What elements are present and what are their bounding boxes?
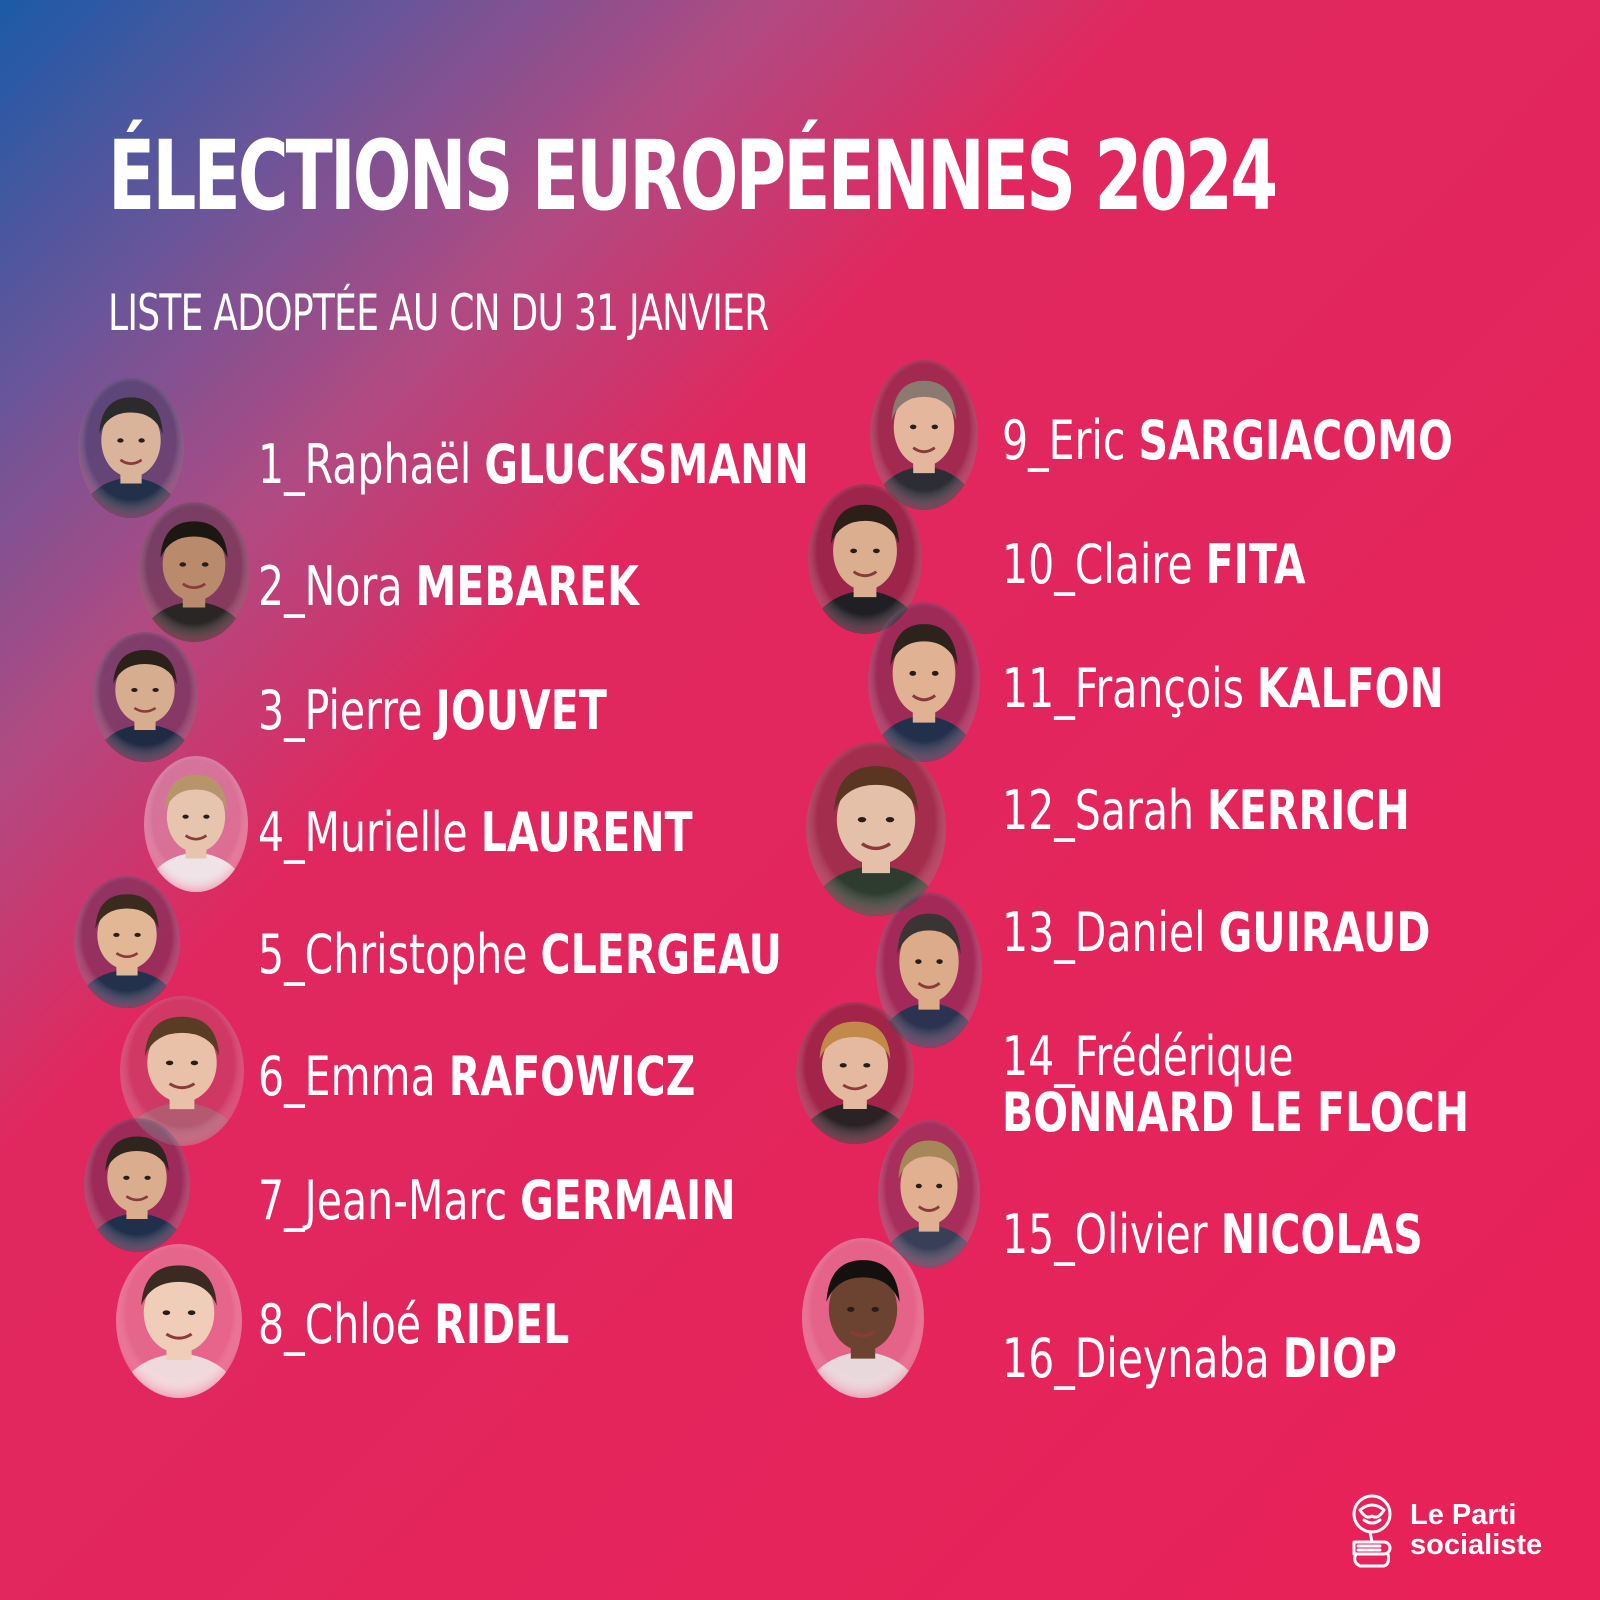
- candidate-photo-4: [144, 756, 248, 892]
- candidate-photo-3: [92, 632, 198, 762]
- party-logo: Le Parti socialiste: [1340, 1490, 1560, 1570]
- candidate-photo-1: [78, 378, 184, 518]
- logo-line-1: Le Parti: [1410, 1499, 1517, 1531]
- candidate-photo-12: [806, 742, 946, 916]
- candidate-photo-8: [116, 1244, 242, 1398]
- rose-fist-icon: [1340, 1490, 1404, 1570]
- candidate-photo-5: [74, 876, 180, 1008]
- candidate-10: 10_Claire FITA: [1002, 533, 1306, 596]
- candidate-11: 11_François KALFON: [1002, 657, 1444, 720]
- candidate-photo-15: [878, 1120, 980, 1268]
- candidate-16: 16_Dieynaba DIOP: [1002, 1327, 1398, 1390]
- candidate-5: 5_Christophe CLERGEAU: [258, 923, 782, 986]
- candidate-6: 6_Emma RAFOWICZ: [258, 1045, 696, 1108]
- candidate-14-lastname: BONNARD LE FLOCH: [1002, 1081, 1470, 1144]
- page-title: ÉLECTIONS EUROPÉENNES 2024: [108, 120, 1278, 232]
- candidate-4: 4_Murielle LAURENT: [258, 801, 693, 864]
- candidate-3: 3_Pierre JOUVET: [258, 679, 607, 742]
- candidate-photo-14: [796, 1002, 914, 1144]
- candidate-8: 8_Chloé RIDEL: [258, 1293, 570, 1356]
- candidate-photo-9: [870, 360, 978, 510]
- candidate-2: 2_Nora MEBAREK: [258, 555, 639, 618]
- candidate-12: 12_Sarah KERRICH: [1002, 779, 1410, 842]
- logo-line-2: socialiste: [1410, 1529, 1543, 1562]
- candidate-13: 13_Daniel GUIRAUD: [1002, 901, 1431, 964]
- candidate-15: 15_Olivier NICOLAS: [1002, 1203, 1423, 1266]
- candidate-photo-7: [84, 1118, 190, 1252]
- candidate-photo-11: [868, 602, 980, 762]
- candidate-7: 7_Jean-Marc GERMAIN: [258, 1169, 736, 1232]
- candidate-1: 1_Raphaël GLUCKSMANN: [258, 433, 809, 496]
- candidate-14: 14_Frédérique: [1002, 1025, 1294, 1088]
- candidate-9: 9_Eric SARGIACOMO: [1002, 409, 1453, 472]
- candidate-photo-2: [138, 502, 250, 642]
- page-subtitle: LISTE ADOPTÉE AU CN DU 31 JANVIER: [108, 284, 769, 342]
- candidate-photo-16: [802, 1238, 924, 1398]
